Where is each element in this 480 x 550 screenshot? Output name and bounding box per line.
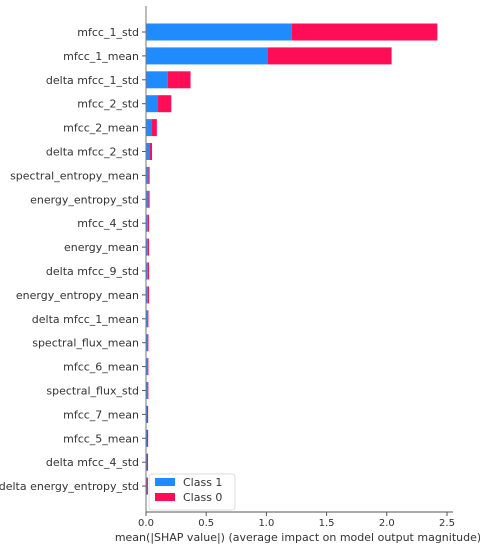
category-label-11: energy_entropy_mean [16,289,139,302]
bar-class-0-0 [291,23,438,41]
bar-class-0-6 [148,166,150,184]
bar-class-0-5 [149,143,153,160]
category-label-13: spectral_flux_mean [32,337,139,350]
bar-class-0-13 [147,334,149,352]
legend-swatch-class-0 [155,493,175,501]
category-label-15: spectral_flux_std [46,385,139,398]
x-tick-label-0: 0.0 [138,518,154,529]
legend-label-class-0: Class 0 [183,491,222,504]
category-label-18: delta mfcc_4_std [46,456,139,469]
category-label-17: mfcc_5_mean [63,432,139,445]
bar-class-1-1 [146,47,268,65]
bar-class-0-1 [267,47,392,65]
bar-class-0-14 [147,358,149,376]
bar-class-1-0 [146,23,292,41]
x-tick-label-4: 2.0 [379,518,395,529]
bar-class-0-7 [148,190,150,208]
legend-swatch-class-1 [155,478,175,486]
category-label-1: mfcc_1_mean [63,50,139,63]
category-label-6: spectral_entropy_mean [10,169,139,182]
bar-class-0-2 [167,71,191,89]
bar-class-1-7 [146,190,149,208]
category-label-9: energy_mean [64,241,139,254]
x-axis: 0.0 0.5 1.0 1.5 2.0 2.5 mean(|SHAP value|) (av… [115,6,480,544]
legend-label-class-1: Class 1 [183,476,222,489]
category-label-3: mfcc_2_std [77,98,139,111]
bar-class-0-15 [147,382,149,399]
category-label-19: delta energy_entropy_std [0,480,139,493]
bar-class-1-11 [146,286,148,304]
category-label-12: delta mfcc_1_mean [32,313,139,326]
category-label-2: delta mfcc_1_std [46,74,139,87]
x-tick-label-1: 0.5 [198,518,214,529]
bars-layer [146,23,438,495]
bar-class-1-8 [146,214,148,232]
bar-class-0-19 [146,477,148,495]
x-tick-label-5: 2.5 [439,518,455,529]
x-tick-label-3: 1.5 [319,518,335,529]
category-label-4: mfcc_2_mean [63,122,139,135]
bar-class-1-18 [146,453,148,471]
bar-class-1-16 [146,405,148,423]
bar-class-1-6 [146,166,149,184]
category-label-16: mfcc_7_mean [63,408,139,421]
bar-class-0-9 [147,238,150,256]
bar-class-1-17 [146,429,148,447]
bar-class-0-8 [147,214,150,232]
bar-class-0-12 [147,310,149,328]
bar-class-1-3 [146,95,159,113]
category-label-5: delta mfcc_2_std [46,146,139,159]
category-label-14: mfcc_6_mean [63,361,139,374]
legend: Class 1 Class 0 [148,473,236,511]
bar-class-0-11 [147,286,150,304]
bar-class-1-10 [146,262,148,280]
x-axis-label: mean(|SHAP value|) (average impact on mo… [115,531,480,544]
bar-class-1-2 [146,71,168,89]
bar-class-0-10 [147,262,150,280]
bar-class-1-13 [146,334,148,352]
bar-class-1-14 [146,358,148,376]
bar-class-1-4 [146,119,153,137]
bar-class-1-15 [146,382,148,399]
category-label-7: energy_entropy_std [30,193,139,206]
category-label-10: delta mfcc_9_std [46,265,139,278]
bar-class-1-12 [146,310,148,328]
category-label-0: mfcc_1_std [77,26,139,39]
bar-class-0-18 [146,453,149,471]
bar-class-0-17 [146,429,149,447]
bar-class-0-16 [146,405,149,423]
bar-class-1-19 [146,477,148,495]
bar-class-1-9 [146,238,148,256]
bar-class-0-4 [152,119,157,137]
x-tick-label-2: 1.0 [258,518,274,529]
bar-class-1-5 [146,143,150,160]
bar-class-0-3 [158,95,172,113]
category-label-8: mfcc_4_std [77,217,139,230]
